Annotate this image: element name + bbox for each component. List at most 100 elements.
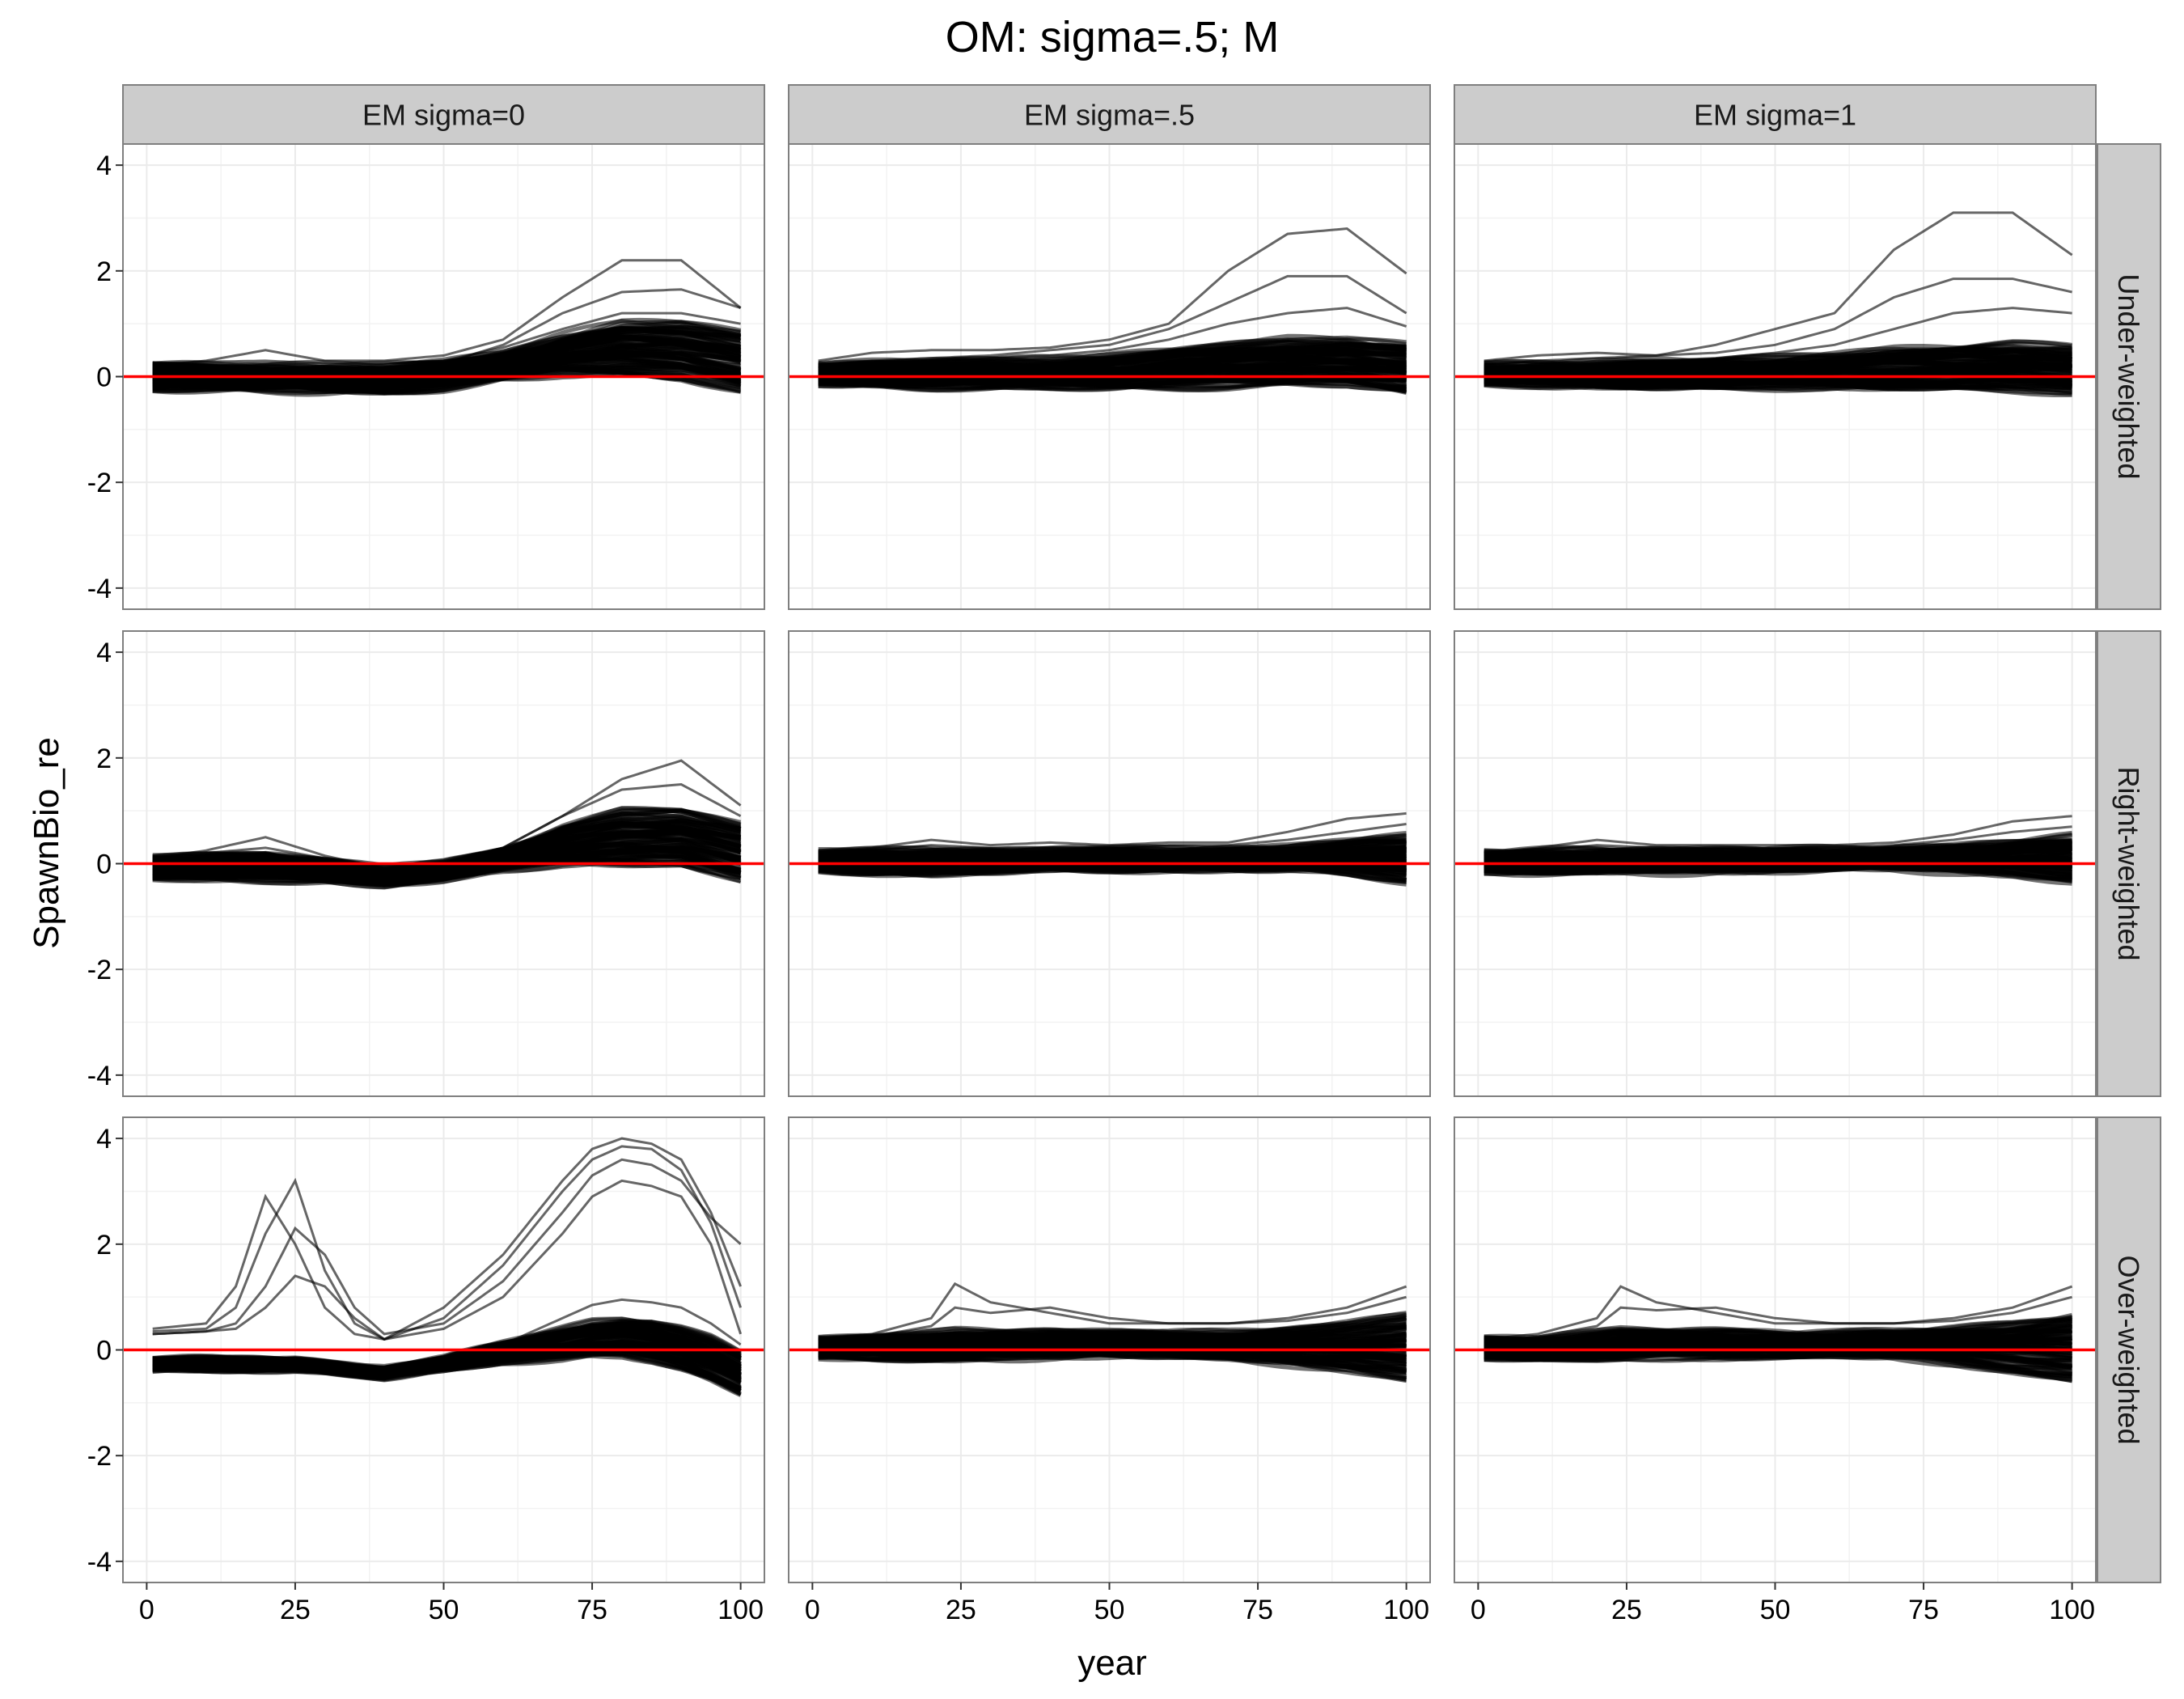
series-line [1484,307,2072,371]
facet-panel: -4 -2 0 2 4 [87,143,765,610]
series-line [152,259,742,367]
x-tick-label: 0 [1471,1595,1486,1625]
series-line [818,1354,1407,1383]
series-line [152,1319,742,1372]
y-tick-label: 2 [96,744,112,774]
series-line [152,806,742,870]
x-tick-label: 100 [717,1595,764,1625]
y-tick-label: 4 [96,638,112,668]
y-tick-label: 0 [96,1336,112,1366]
series-line [818,380,1407,394]
facet-strip-row [2097,143,2161,610]
series-group [152,1137,743,1397]
series-line [152,1354,742,1396]
facet-strip-row-label: Over-weighted [2112,1255,2145,1444]
series-group [1484,1285,2073,1383]
y-tick-label: 2 [96,256,112,287]
series-line [818,823,1407,858]
series-line [1484,1315,2073,1347]
x-tick-label: 100 [1383,1595,1429,1625]
facet-strip-col [788,84,1431,145]
y-axis-title: SpawnBio_re [27,737,66,949]
x-tick-label: 75 [577,1595,607,1625]
x-tick-label: 25 [1611,1595,1642,1625]
panel-border [788,143,1431,610]
x-tick-label: 100 [2049,1595,2095,1625]
x-tick-label: 50 [429,1595,459,1625]
series-group [818,1282,1407,1383]
series-line [1484,1354,2072,1383]
series-line [1484,278,2072,367]
series-line [818,274,1407,367]
series-line [152,1137,742,1341]
series-group [152,759,742,890]
series-line [152,288,742,373]
y-tick-label: -2 [87,1441,112,1472]
series-line [1484,1315,2072,1341]
chart-title: OM: sigma=.5; M [946,13,1280,61]
facet-strip-col-label: EM sigma=.5 [1024,99,1195,132]
series-line [152,1298,742,1375]
series-line [1484,867,2072,883]
series-line [818,838,1407,857]
panel-border [788,630,1431,1097]
series-line [818,335,1407,366]
series-group [818,227,1407,396]
series-line [1484,1295,2072,1344]
panel-border [1454,630,2097,1097]
facet-strip-row [2097,1116,2161,1583]
y-tick-label: -2 [87,955,112,985]
facet-panel: -4 -2 0 2 4 [87,630,765,1097]
y-tick-label: -4 [87,1547,112,1578]
facet-panel [788,143,1431,610]
y-tick-label: 0 [96,362,112,393]
series-line [152,1158,742,1336]
y-tick-label: 4 [96,1124,112,1155]
x-tick-label: 25 [946,1595,976,1625]
x-tick-label: 50 [1094,1595,1125,1625]
series-line [1484,1285,2073,1341]
series-line [152,319,741,374]
x-tick-label: 25 [280,1595,311,1625]
series-line [818,307,1407,367]
series-line [1484,211,2073,362]
series-line [818,227,1407,362]
series-line [1484,383,2072,394]
y-tick-label: -4 [87,574,112,604]
y-tick-label: 2 [96,1230,112,1260]
series-line [818,867,1407,883]
facet-strip-col-label: EM sigma=1 [1694,99,1856,132]
facet-panel: -4 -2 0 2 4 0 25 50 75 100 [87,1116,765,1625]
y-tick-label: 0 [96,850,112,880]
x-tick-label: 0 [139,1595,154,1625]
x-tick-label: 50 [1760,1595,1791,1625]
facet-strip-row-label: Right-weighted [2112,766,2145,960]
series-line [152,808,742,873]
x-tick-label: 75 [1908,1595,1939,1625]
series-line [152,1179,743,1341]
x-axis-title: year [1077,1643,1147,1683]
y-tick-label: 4 [96,150,112,181]
y-tick-label: -2 [87,468,112,498]
x-tick-label: 75 [1242,1595,1273,1625]
facet-strip-col [122,84,765,145]
series-group [1484,815,2073,886]
x-tick-label: 0 [805,1595,820,1625]
facet-strip-row-label: Under-weighted [2112,273,2145,479]
panel-border [1454,143,2097,610]
facet-strip-col [1454,84,2097,145]
facet-panel: 0 25 50 75 100 [1454,1116,2097,1625]
facet-strip-col-label: EM sigma=0 [362,99,525,132]
series-line [1484,825,2072,858]
series-line [818,1282,1407,1341]
series-line [818,1311,1407,1341]
facet-panel [788,630,1431,1097]
panels: EM sigma=0 EM sigma=.5 EM sigma=1 Under-wei… [87,84,2161,1625]
series-line [152,1145,743,1341]
series-line [1484,815,2072,854]
series-line [818,811,1407,854]
series-line [152,372,741,394]
series-line [152,311,741,365]
series-line [1484,345,2072,373]
